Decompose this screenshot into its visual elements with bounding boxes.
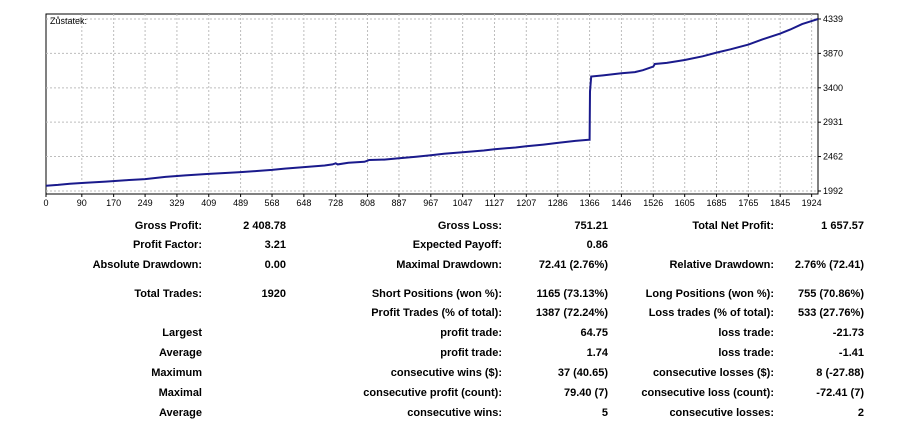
y-axis: 4339 3870 3400 2931 2462 1992 [818, 14, 843, 196]
relative-drawdown-value: 2.76% (72.41) [794, 259, 864, 271]
x-tick-label: 1765 [738, 198, 758, 208]
maximal-label: Maximal [158, 387, 202, 399]
max-consec-losses-value: 8 (-27.88) [816, 367, 864, 379]
x-tick-label: 489 [233, 198, 248, 208]
y-tick-label: 3870 [823, 48, 843, 58]
x-tick-label: 568 [265, 198, 280, 208]
y-tick-label: 2462 [823, 152, 843, 162]
gross-profit-label: Gross Profit: [134, 220, 202, 232]
report-stats: Gross Profit: 2 408.78 Gross Loss: 751.2… [0, 212, 910, 432]
total-net-profit-value: 1 657.57 [821, 220, 864, 232]
balance-chart: 0 90 170 249 329 409 489 568 648 728 808 887 967 1047… [0, 0, 910, 210]
x-tick-label: 0 [43, 198, 48, 208]
long-positions-value: 755 (70.86%) [797, 288, 864, 300]
y-tick-label: 1992 [823, 186, 843, 196]
x-tick-label: 1286 [548, 198, 568, 208]
x-tick-label: 329 [169, 198, 184, 208]
gross-profit-value: 2 408.78 [243, 220, 286, 232]
largest-loss-label: loss trade: [718, 327, 774, 339]
average-loss-value: -1.41 [838, 347, 864, 359]
x-tick-label: 1924 [802, 198, 822, 208]
long-positions-label: Long Positions (won %): [645, 288, 774, 300]
expected-payoff-value: 0.86 [586, 239, 608, 251]
avg-consec-wins-label: consecutive wins: [407, 407, 502, 419]
profit-factor-value: 3.21 [264, 239, 286, 251]
x-tick-label: 1685 [707, 198, 727, 208]
maximal-consec-loss-value: -72.41 (7) [816, 387, 864, 399]
profit-trades-value: 1387 (72.24%) [535, 307, 608, 319]
average2-label: Average [158, 407, 202, 419]
y-tick-label: 4339 [823, 14, 843, 24]
total-trades-label: Total Trades: [134, 288, 202, 300]
y-tick-label: 2931 [823, 117, 843, 127]
maximal-consec-loss-label: consecutive loss (count): [641, 387, 774, 399]
maximal-drawdown-value: 72.41 (2.76%) [538, 259, 608, 271]
avg-consec-losses-value: 2 [857, 407, 864, 419]
grid-lines [46, 14, 818, 194]
absolute-drawdown-value: 0.00 [264, 259, 286, 271]
x-tick-label: 409 [201, 198, 216, 208]
largest-label: Largest [162, 327, 202, 339]
total-net-profit-label: Total Net Profit: [692, 220, 774, 232]
x-tick-label: 648 [296, 198, 311, 208]
loss-trades-label: Loss trades (% of total): [648, 307, 774, 319]
y-tick-label: 3400 [823, 83, 843, 93]
maximal-consec-profit-label: consecutive profit (count): [363, 387, 502, 399]
profit-trades-label: Profit Trades (% of total): [371, 307, 502, 319]
maximum-label: Maximum [151, 367, 202, 379]
loss-trades-value: 533 (27.76%) [797, 307, 864, 319]
x-tick-label: 1047 [453, 198, 473, 208]
balance-chart-svg: 0 90 170 249 329 409 489 568 648 728 808 887 967 1047… [43, 13, 843, 208]
x-tick-label: 1127 [485, 198, 504, 208]
chart-title: Zůstatek: [50, 16, 87, 26]
balance-line [45, 18, 819, 187]
profit-factor-label: Profit Factor: [132, 239, 202, 251]
absolute-drawdown-label: Absolute Drawdown: [92, 259, 202, 271]
largest-profit-value: 64.75 [580, 327, 608, 339]
average-label: Average [158, 347, 202, 359]
x-axis: 0 90 170 249 329 409 489 568 648 728 808 887 967 1047… [43, 194, 822, 208]
x-tick-label: 1845 [770, 198, 790, 208]
short-positions-value: 1165 (73.13%) [536, 288, 608, 300]
average-profit-value: 1.74 [586, 347, 608, 359]
x-tick-label: 1446 [611, 198, 631, 208]
largest-profit-label: profit trade: [440, 327, 502, 339]
max-consec-losses-label: consecutive losses ($): [652, 367, 774, 379]
gross-loss-value: 751.21 [574, 220, 608, 232]
largest-loss-value: -21.73 [832, 327, 864, 339]
avg-consec-losses-label: consecutive losses: [669, 407, 774, 419]
short-positions-label: Short Positions (won %): [371, 288, 502, 300]
avg-consec-wins-value: 5 [601, 407, 608, 419]
x-tick-label: 1526 [643, 198, 663, 208]
x-tick-label: 1605 [675, 198, 695, 208]
x-tick-label: 249 [138, 198, 153, 208]
maximal-drawdown-label: Maximal Drawdown: [396, 259, 502, 271]
gross-loss-label: Gross Loss: [437, 220, 502, 232]
max-consec-wins-label: consecutive wins ($): [390, 367, 502, 379]
relative-drawdown-label: Relative Drawdown: [669, 259, 774, 271]
expected-payoff-label: Expected Payoff: [412, 239, 502, 251]
average-loss-label: loss trade: [718, 347, 774, 359]
plot-frame [45, 13, 819, 195]
average-profit-label: profit trade: [440, 347, 502, 359]
x-tick-label: 887 [391, 198, 406, 208]
x-tick-label: 728 [328, 198, 343, 208]
x-tick-label: 90 [77, 198, 87, 208]
x-tick-label: 1207 [516, 198, 536, 208]
x-tick-label: 967 [423, 198, 438, 208]
total-trades-value: 1920 [261, 288, 286, 300]
x-tick-label: 808 [360, 198, 375, 208]
max-consec-wins-value: 37 (40.65) [557, 367, 608, 379]
x-tick-label: 170 [106, 198, 121, 208]
x-tick-label: 1366 [580, 198, 600, 208]
maximal-consec-profit-value: 79.40 (7) [563, 387, 608, 399]
